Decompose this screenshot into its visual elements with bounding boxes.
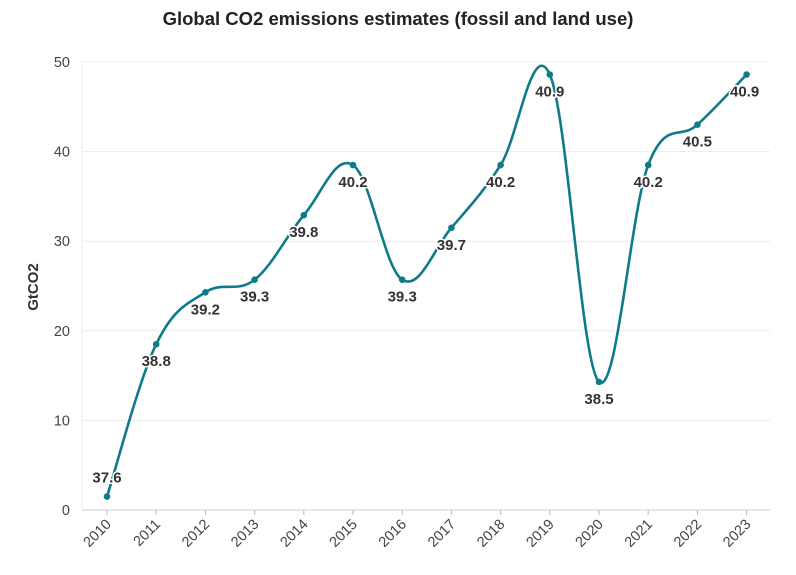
y-tick-20: 20 (54, 324, 70, 340)
data-label-2015: 40.2 (338, 174, 367, 191)
x-tick-2018: 2018 (474, 517, 508, 551)
y-axis-title: GtCO2 (25, 263, 42, 311)
y-tick-labels: 0 10 20 30 40 50 (54, 55, 70, 519)
grid-lines (81, 61, 770, 511)
data-point-2017 (448, 224, 455, 232)
data-point-2012 (202, 288, 209, 296)
x-tick-2019: 2019 (523, 517, 557, 551)
x-tick-2020: 2020 (573, 517, 607, 551)
data-point-2010 (103, 493, 111, 500)
data-label-2018: 40.2 (486, 174, 515, 191)
data-label-2010: 37.6 (92, 470, 121, 487)
data-label-2013: 39.3 (240, 289, 269, 306)
data-point-2020 (595, 378, 603, 386)
x-tick-labels: 2010 2011 2012 2013 2014 2015 2016 2017 2018 2019… (81, 510, 754, 551)
data-point-2013 (251, 276, 258, 284)
x-tick-2017: 2017 (425, 517, 459, 551)
x-tick-2023: 2023 (720, 517, 754, 551)
series-line (105, 64, 748, 497)
x-tick-2010: 2010 (81, 517, 115, 551)
data-label-2022: 40.5 (683, 134, 712, 151)
y-tick-50: 50 (54, 55, 70, 71)
data-point-2018 (497, 161, 504, 169)
y-tick-30: 30 (54, 234, 70, 250)
data-point-2016 (398, 276, 406, 284)
data-label-2021: 40.2 (634, 174, 663, 191)
x-tick-2013: 2013 (228, 517, 262, 551)
x-tick-2015: 2015 (327, 517, 361, 551)
y-tick-40: 40 (54, 145, 70, 161)
x-tick-2021: 2021 (622, 517, 656, 551)
data-point-2014 (300, 211, 308, 219)
data-point-2023 (743, 71, 750, 78)
data-point-2022 (694, 121, 701, 129)
y-tick-10: 10 (54, 413, 70, 429)
data-point-2011 (152, 340, 160, 348)
data-label-2012: 39.2 (191, 301, 220, 318)
data-points (103, 71, 750, 500)
x-tick-2012: 2012 (179, 517, 213, 551)
data-label-2019: 40.9 (535, 84, 564, 101)
data-label-2016: 39.3 (388, 289, 417, 306)
x-tick-2011: 2011 (131, 517, 164, 550)
x-tick-2022: 2022 (671, 517, 705, 551)
data-point-2015 (349, 161, 357, 169)
data-labels: 37.6 38.8 39.2 39.3 39.8 40.2 39.3 39.7 40.2 40.9… (91, 82, 761, 488)
data-point-2019 (546, 71, 554, 78)
data-label-2020: 38.5 (584, 391, 613, 408)
chart-title: Global CO2 emissions estimates (fossil a… (162, 8, 634, 29)
data-label-2023: 40.9 (730, 84, 759, 101)
data-label-2014: 39.8 (289, 224, 318, 241)
data-point-2021 (644, 161, 652, 169)
data-label-2017: 39.7 (437, 237, 466, 254)
x-tick-2016: 2016 (376, 517, 410, 551)
data-label-2011: 38.8 (142, 353, 171, 370)
y-tick-0: 0 (62, 503, 70, 519)
x-tick-2014: 2014 (277, 517, 311, 551)
